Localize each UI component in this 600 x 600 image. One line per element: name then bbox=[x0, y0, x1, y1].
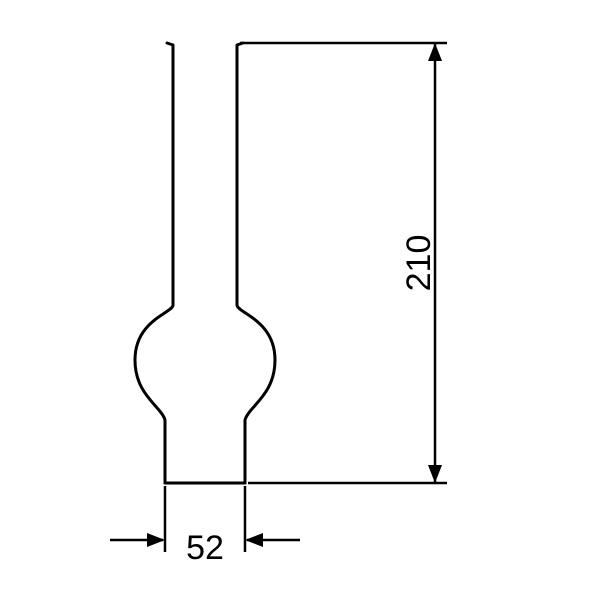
technical-drawing: 210 52 bbox=[0, 0, 600, 600]
width-dimension-label: 52 bbox=[186, 529, 224, 567]
height-dimension-label: 210 bbox=[400, 235, 438, 292]
chimney-outline bbox=[135, 43, 275, 483]
